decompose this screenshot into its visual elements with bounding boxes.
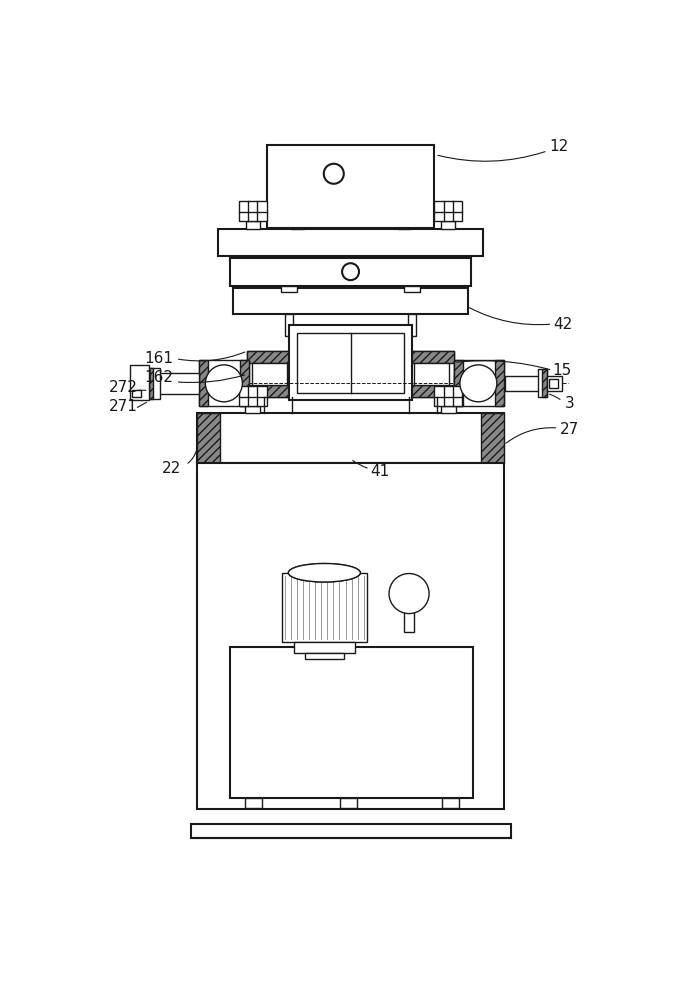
Text: 15: 15: [553, 363, 572, 378]
Bar: [538, 369, 547, 397]
Ellipse shape: [289, 564, 360, 582]
Bar: [267, 145, 434, 228]
Bar: [239, 201, 267, 221]
Text: 27: 27: [560, 422, 579, 437]
Bar: [197, 413, 504, 463]
Bar: [199, 360, 208, 406]
Bar: [282, 573, 367, 642]
Bar: [248, 351, 292, 397]
Circle shape: [460, 365, 497, 402]
Bar: [239, 386, 267, 406]
Text: 272: 272: [109, 380, 138, 395]
Bar: [404, 286, 420, 292]
Bar: [248, 385, 292, 397]
Text: 271: 271: [109, 399, 138, 414]
Bar: [289, 325, 412, 400]
Bar: [137, 369, 140, 397]
Text: 41: 41: [370, 464, 389, 479]
Bar: [197, 413, 220, 463]
Bar: [481, 413, 504, 463]
Bar: [285, 286, 293, 288]
Bar: [441, 221, 456, 229]
Bar: [549, 379, 558, 388]
Bar: [149, 368, 160, 399]
Bar: [233, 288, 469, 314]
Bar: [141, 369, 144, 397]
Bar: [218, 229, 483, 256]
Bar: [408, 314, 416, 336]
Bar: [305, 653, 343, 659]
Bar: [408, 286, 417, 288]
Bar: [495, 360, 504, 406]
Bar: [442, 798, 459, 808]
Text: 161: 161: [144, 351, 173, 366]
Bar: [542, 369, 547, 397]
Bar: [132, 389, 141, 397]
Circle shape: [342, 263, 359, 280]
Bar: [252, 363, 287, 385]
Circle shape: [324, 164, 344, 184]
Text: 12: 12: [549, 139, 568, 154]
Bar: [547, 376, 562, 391]
Bar: [191, 824, 511, 838]
Circle shape: [389, 574, 429, 614]
Bar: [434, 386, 462, 406]
Bar: [246, 221, 260, 229]
Text: 162: 162: [144, 370, 173, 385]
Bar: [453, 360, 504, 406]
Bar: [285, 314, 293, 336]
Bar: [293, 642, 355, 653]
Bar: [297, 333, 404, 393]
Ellipse shape: [289, 564, 360, 582]
Text: 3: 3: [564, 396, 574, 411]
Bar: [453, 376, 503, 391]
Bar: [414, 363, 449, 385]
Bar: [440, 406, 456, 413]
Bar: [434, 201, 462, 221]
Bar: [281, 286, 297, 292]
Bar: [149, 368, 153, 399]
Bar: [245, 406, 261, 413]
Bar: [505, 376, 540, 391]
Circle shape: [205, 365, 242, 402]
Bar: [409, 351, 453, 363]
Bar: [199, 376, 248, 391]
Bar: [340, 798, 357, 808]
Bar: [199, 360, 249, 406]
Text: 22: 22: [162, 461, 181, 476]
Bar: [230, 647, 473, 798]
Bar: [453, 360, 463, 406]
Bar: [245, 798, 262, 808]
Bar: [409, 351, 453, 397]
Bar: [409, 385, 453, 397]
Bar: [248, 351, 292, 363]
Bar: [239, 360, 249, 406]
Bar: [145, 369, 148, 397]
Bar: [404, 609, 415, 632]
Bar: [158, 373, 199, 394]
Bar: [129, 365, 149, 400]
Bar: [197, 463, 504, 809]
Text: 42: 42: [553, 317, 573, 332]
Bar: [230, 258, 471, 286]
